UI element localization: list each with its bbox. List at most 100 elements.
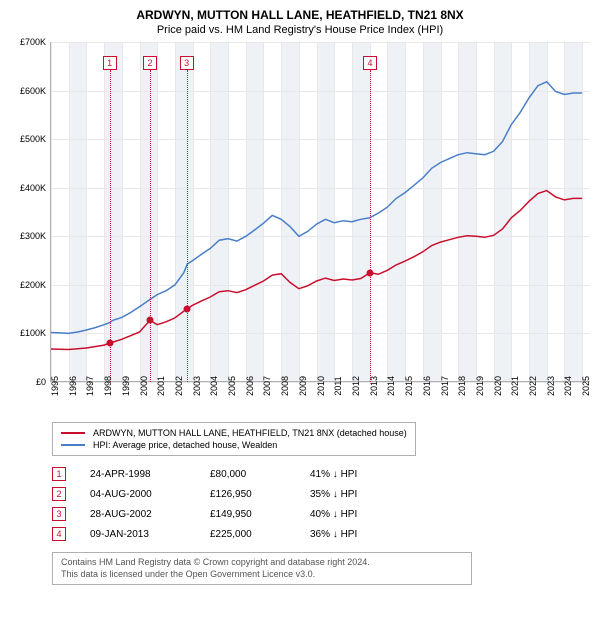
x-tick-label: 2012: [351, 376, 361, 396]
x-tick-label: 1995: [50, 376, 60, 396]
sale-marker-vline: [110, 70, 111, 382]
x-tick-label: 2025: [581, 376, 591, 396]
x-tick-label: 2017: [440, 376, 450, 396]
x-tick-label: 2009: [298, 376, 308, 396]
gridline-vertical: [582, 42, 583, 381]
legend-item: ARDWYN, MUTTON HALL LANE, HEATHFIELD, TN…: [61, 427, 407, 439]
sales-row: 4 09-JAN-2013£225,00036% ↓ HPI: [52, 524, 590, 544]
sale-number-box: 2: [52, 487, 66, 501]
sale-marker-box: 3: [180, 56, 194, 70]
y-tick-label: £700K: [20, 37, 46, 47]
legend: ARDWYN, MUTTON HALL LANE, HEATHFIELD, TN…: [52, 422, 416, 456]
legend-label: HPI: Average price, detached house, Weal…: [93, 440, 277, 450]
gridline-vertical: [317, 42, 318, 381]
x-tick-label: 1998: [103, 376, 113, 396]
y-tick-label: £500K: [20, 134, 46, 144]
chart-band: [104, 42, 122, 381]
x-tick-label: 2019: [475, 376, 485, 396]
sale-date: 24-APR-1998: [90, 469, 210, 480]
gridline-vertical: [511, 42, 512, 381]
sale-marker-vline: [187, 70, 188, 382]
gridline-vertical: [140, 42, 141, 381]
x-tick-label: 2013: [369, 376, 379, 396]
chart-band: [140, 42, 158, 381]
sale-number-box: 4: [52, 527, 66, 541]
y-tick-label: £0: [36, 377, 46, 387]
gridline-vertical: [564, 42, 565, 381]
sale-marker-dot: [146, 317, 153, 324]
sale-date: 09-JAN-2013: [90, 529, 210, 540]
gridline-vertical: [387, 42, 388, 381]
gridline-vertical: [352, 42, 353, 381]
chart-band: [494, 42, 512, 381]
gridline-vertical: [476, 42, 477, 381]
sale-delta: 40% ↓ HPI: [310, 509, 390, 520]
sale-marker-dot: [106, 340, 113, 347]
x-tick-label: 2021: [510, 376, 520, 396]
legend-item: HPI: Average price, detached house, Weal…: [61, 439, 407, 451]
x-tick-label: 2016: [422, 376, 432, 396]
sale-delta: 36% ↓ HPI: [310, 529, 390, 540]
sale-marker-box: 1: [103, 56, 117, 70]
gridline-horizontal: [51, 91, 590, 92]
attribution-line: This data is licensed under the Open Gov…: [61, 569, 463, 581]
x-tick-label: 1996: [68, 376, 78, 396]
y-tick-label: £200K: [20, 280, 46, 290]
gridline-vertical: [299, 42, 300, 381]
sale-number-box: 1: [52, 467, 66, 481]
chart-band: [210, 42, 228, 381]
chart-band: [529, 42, 547, 381]
chart-subtitle: Price paid vs. HM Land Registry's House …: [10, 24, 590, 36]
chart-band: [423, 42, 441, 381]
x-tick-label: 2011: [333, 376, 343, 395]
chart-container: ARDWYN, MUTTON HALL LANE, HEATHFIELD, TN…: [0, 0, 600, 620]
gridline-horizontal: [51, 285, 590, 286]
sale-price: £149,950: [210, 509, 310, 520]
y-tick-label: £100K: [20, 328, 46, 338]
sales-row: 1 24-APR-1998£80,00041% ↓ HPI: [52, 464, 590, 484]
sale-number-box: 3: [52, 507, 66, 521]
chart-band: [387, 42, 405, 381]
gridline-vertical: [281, 42, 282, 381]
gridline-horizontal: [51, 139, 590, 140]
attribution: Contains HM Land Registry data © Crown c…: [52, 552, 472, 585]
gridline-vertical: [334, 42, 335, 381]
legend-swatch: [61, 444, 85, 446]
gridline-vertical: [405, 42, 406, 381]
sale-marker-box: 2: [143, 56, 157, 70]
chart-band: [564, 42, 582, 381]
x-tick-label: 2004: [209, 376, 219, 396]
chart-band: [281, 42, 299, 381]
gridline-vertical: [263, 42, 264, 381]
gridline-horizontal: [51, 42, 590, 43]
gridline-horizontal: [51, 236, 590, 237]
x-tick-label: 2003: [192, 376, 202, 396]
plot-area: 1 2 3 4: [50, 42, 590, 382]
sale-date: 04-AUG-2000: [90, 489, 210, 500]
gridline-vertical: [175, 42, 176, 381]
gridline-vertical: [157, 42, 158, 381]
legend-label: ARDWYN, MUTTON HALL LANE, HEATHFIELD, TN…: [93, 428, 407, 438]
sale-date: 28-AUG-2002: [90, 509, 210, 520]
sale-price: £225,000: [210, 529, 310, 540]
gridline-vertical: [529, 42, 530, 381]
x-tick-label: 2023: [546, 376, 556, 396]
gridline-vertical: [458, 42, 459, 381]
x-tick-label: 2008: [280, 376, 290, 396]
gridline-vertical: [210, 42, 211, 381]
sale-price: £80,000: [210, 469, 310, 480]
x-tick-label: 1999: [121, 376, 131, 396]
gridline-horizontal: [51, 188, 590, 189]
attribution-line: Contains HM Land Registry data © Crown c…: [61, 557, 463, 569]
gridline-vertical: [86, 42, 87, 381]
x-tick-label: 1997: [85, 376, 95, 396]
chart-band: [175, 42, 193, 381]
title-block: ARDWYN, MUTTON HALL LANE, HEATHFIELD, TN…: [10, 8, 590, 36]
sale-marker-box: 4: [363, 56, 377, 70]
sale-marker-dot: [183, 306, 190, 313]
x-tick-label: 2018: [457, 376, 467, 396]
gridline-vertical: [441, 42, 442, 381]
sale-delta: 41% ↓ HPI: [310, 469, 390, 480]
sales-row: 204-AUG-2000£126,95035% ↓ HPI: [52, 484, 590, 504]
sale-price: £126,950: [210, 489, 310, 500]
